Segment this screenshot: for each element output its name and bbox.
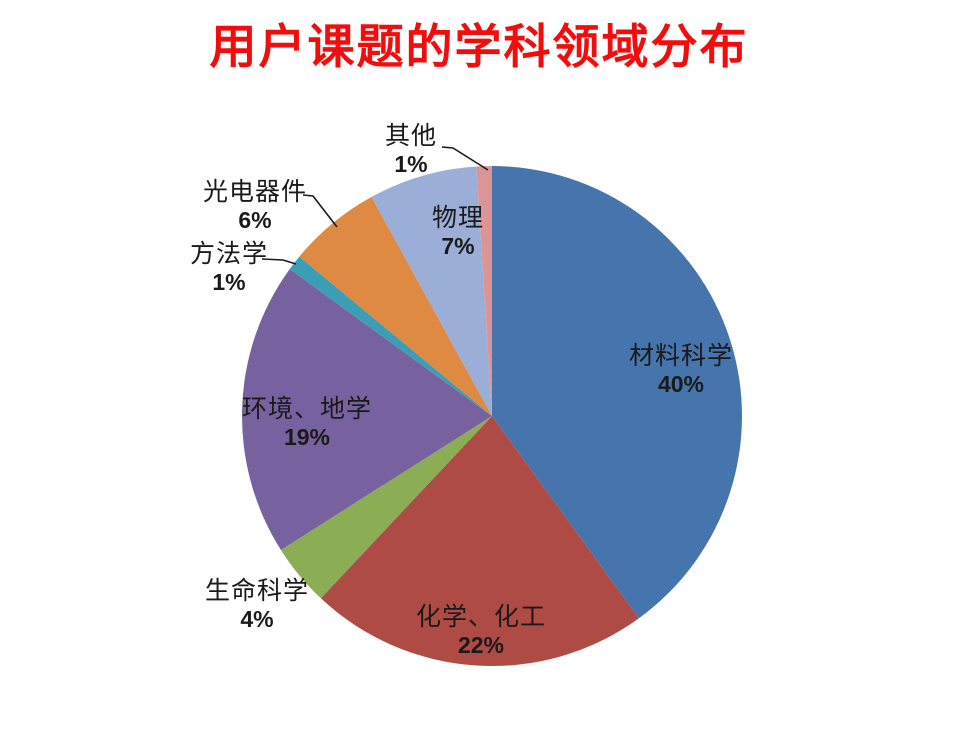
slice-value: 19%: [283, 424, 331, 450]
leader-line-4: [261, 258, 297, 265]
slice-label-1: 化学、化工 22%: [416, 603, 546, 659]
pie-slice-3: [242, 269, 492, 550]
slice-value: 7%: [441, 233, 475, 259]
pie-slice-2: [280, 416, 492, 599]
slice-label-5: 光电器件 6%: [203, 178, 307, 234]
slice-name: 物理: [431, 205, 485, 232]
slice-name: 环境、地学: [241, 396, 373, 423]
slice-label-2: 生命科学 4%: [205, 577, 309, 633]
slice-name: 方法学: [189, 241, 269, 268]
leader-line-5: [302, 194, 338, 228]
slice-value: 40%: [657, 371, 705, 397]
pie-slice-6: [371, 166, 492, 416]
pie-slice-4: [289, 256, 492, 416]
slice-label-0: 材料科学 40%: [629, 342, 733, 398]
slice-name: 生命科学: [204, 578, 310, 605]
slice-name: 材料科学: [628, 343, 734, 370]
slice-name: 化学、化工: [415, 604, 547, 631]
slice-name: 其他: [384, 123, 438, 150]
slice-name: 光电器件: [202, 179, 308, 206]
slice-value: 1%: [394, 151, 428, 177]
pie-slice-1: [320, 416, 639, 666]
pie-slice-5: [299, 196, 492, 416]
slice-label-3: 环境、地学 19%: [242, 395, 372, 451]
leader-line-7: [441, 146, 489, 171]
slice-label-6: 物理 7%: [432, 204, 484, 260]
slice-value: 6%: [238, 207, 272, 233]
chart-title: 用户课题的学科领域分布: [209, 22, 749, 74]
pie-slice-7: [476, 166, 492, 416]
slice-value: 4%: [240, 606, 274, 632]
slice-value: 1%: [212, 269, 246, 295]
pie-slice-0: [492, 166, 742, 619]
slice-label-7: 其他 1%: [385, 122, 437, 178]
slice-label-4: 方法学 1%: [190, 240, 268, 296]
slice-value: 22%: [457, 632, 505, 658]
